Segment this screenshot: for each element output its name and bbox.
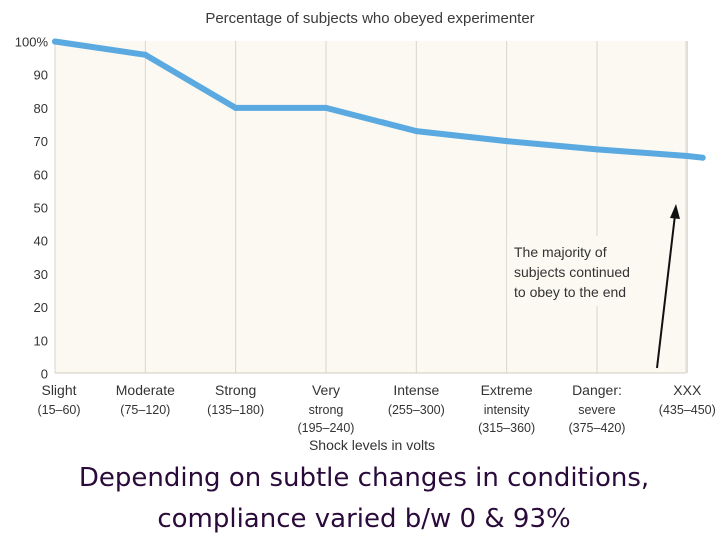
data-point bbox=[684, 153, 691, 160]
data-point bbox=[322, 104, 329, 111]
caption-line-1: Depending on subtle changes in condition… bbox=[78, 463, 650, 493]
annotation-line: subjects continued bbox=[514, 264, 630, 280]
data-point bbox=[52, 38, 58, 45]
data-point bbox=[413, 128, 420, 135]
x-category-sublabel: (75–120) bbox=[120, 403, 170, 417]
caption-line-2: compliance varied b/w 0 & 93% bbox=[157, 504, 571, 534]
chart-title: Percentage of subjects who obeyed experi… bbox=[205, 10, 534, 27]
grid bbox=[54, 41, 688, 374]
x-category-sublabel: (255–300) bbox=[388, 403, 445, 417]
data-point bbox=[232, 104, 239, 111]
plot-background bbox=[55, 41, 686, 373]
data-point bbox=[593, 146, 600, 153]
x-category-sublabel: strong bbox=[309, 403, 344, 417]
annotation-arrow-shaft bbox=[656, 214, 676, 369]
annotation-box bbox=[507, 236, 653, 306]
x-category-sublabel: severe bbox=[578, 403, 616, 417]
x-category-sublabel: intensity bbox=[484, 403, 531, 417]
x-category-label: Slight bbox=[41, 382, 76, 398]
x-category-sublabel: (375–420) bbox=[568, 421, 625, 435]
x-category-labels: Slight (15–60) Moderate (75–120) Strong (135–… bbox=[37, 382, 715, 435]
y-tick-label: 90 bbox=[34, 68, 48, 83]
x-axis-label: Shock levels in volts bbox=[309, 437, 435, 453]
x-category-label: Very bbox=[312, 382, 340, 398]
x-category-label: XXX bbox=[673, 382, 702, 398]
annotation-line: The majority of bbox=[514, 244, 607, 260]
x-category-label: Extreme bbox=[481, 382, 533, 398]
data-points bbox=[52, 38, 706, 161]
data-point bbox=[699, 154, 706, 161]
y-tick-label: 40 bbox=[34, 234, 48, 249]
x-category-label: Strong bbox=[215, 382, 256, 398]
data-point bbox=[503, 138, 510, 145]
x-category-label: Moderate bbox=[116, 382, 175, 398]
y-tick-label: 70 bbox=[34, 134, 48, 149]
annotation-arrow bbox=[656, 204, 680, 369]
y-tick-label: 0 bbox=[41, 367, 48, 382]
data-point bbox=[142, 51, 149, 58]
y-tick-label: 80 bbox=[34, 101, 48, 116]
annotation-line: to obey to the end bbox=[514, 284, 626, 300]
x-category-label: Danger: bbox=[572, 382, 622, 398]
y-tick-labels: 0 10 20 30 40 50 60 70 80 90 100% bbox=[15, 35, 49, 382]
y-tick-label: 30 bbox=[34, 267, 48, 282]
y-tick-label: 100% bbox=[15, 35, 49, 50]
x-category-sublabel: (315–360) bbox=[478, 421, 535, 435]
y-tick-label: 20 bbox=[34, 300, 48, 315]
x-category-sublabel: (435–450) bbox=[659, 403, 716, 417]
y-tick-label: 60 bbox=[34, 167, 48, 182]
x-category-label: Intense bbox=[393, 382, 439, 398]
annotation-text: The majority of subjects continued to obey… bbox=[514, 244, 630, 300]
x-category-sublabel: (195–240) bbox=[297, 421, 354, 435]
y-tick-label: 50 bbox=[34, 201, 48, 216]
y-tick-label: 10 bbox=[34, 333, 48, 348]
annotation-arrow-head bbox=[670, 204, 680, 219]
obedience-chart: Percentage of subjects who obeyed experi… bbox=[15, 10, 716, 453]
x-category-sublabel: (135–180) bbox=[207, 403, 264, 417]
x-category-sublabel: (15–60) bbox=[37, 403, 80, 417]
